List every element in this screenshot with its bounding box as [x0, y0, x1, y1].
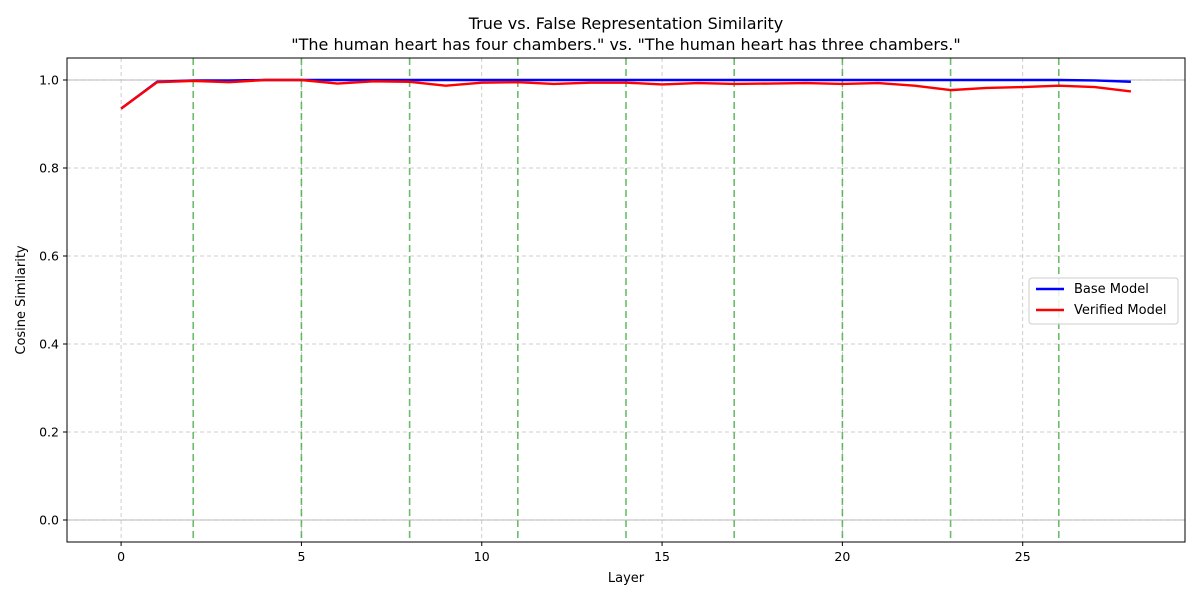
legend: Base Model Verified Model: [1028, 277, 1179, 325]
x-tick-label: 20: [834, 549, 850, 564]
x-tick-label: 25: [1015, 549, 1031, 564]
y-tick-label: 0.4: [39, 337, 59, 352]
series-line-verified-model: [120, 78, 1132, 110]
chart-subtitle: "The human heart has four chambers." vs.…: [291, 35, 960, 54]
y-tick-label: 0.6: [39, 249, 59, 264]
chart-title: True vs. False Representation Similarity: [468, 14, 784, 33]
legend-box: [1028, 277, 1179, 325]
x-axis-ticks: 0 5 10 15 20 25: [117, 542, 1031, 564]
y-tick-label: 0.8: [39, 161, 59, 176]
y-axis-ticks: 0.0 0.2 0.4 0.6 0.8 1.0: [39, 73, 67, 528]
x-tick-label: 10: [474, 549, 490, 564]
plot-frame: [66, 57, 1186, 543]
x-tick-label: 5: [297, 549, 305, 564]
y-axis-label: Cosine Similarity: [14, 245, 29, 355]
legend-label-verified-model: Verified Model: [1074, 303, 1166, 318]
y-tick-label: 0.2: [39, 425, 59, 440]
highlight-lines: [192, 58, 1060, 542]
series-lines: [120, 78, 1132, 110]
x-axis-label: Layer: [608, 571, 645, 586]
y-tick-label: 1.0: [39, 73, 59, 88]
legend-label-base-model: Base Model: [1074, 282, 1149, 297]
y-tick-label: 0.0: [39, 513, 59, 528]
x-tick-label: 15: [654, 549, 670, 564]
x-tick-label: 0: [117, 549, 125, 564]
